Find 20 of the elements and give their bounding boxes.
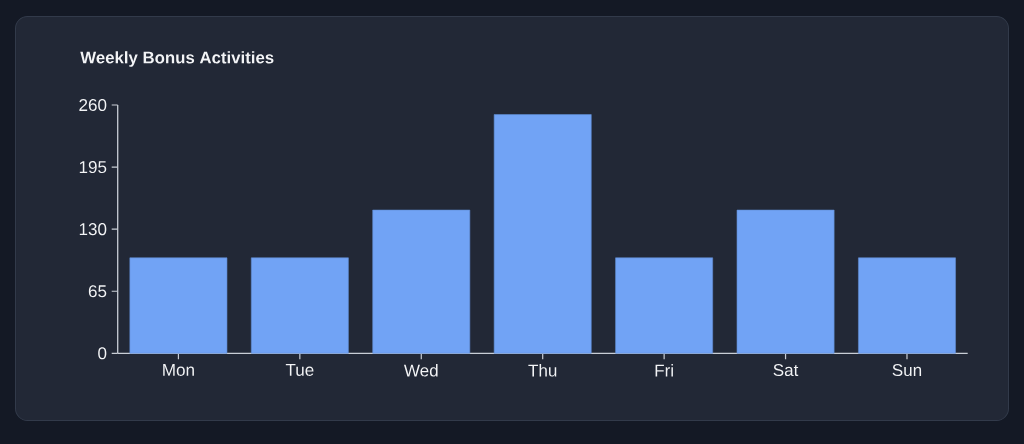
- x-tick-label: Thu: [528, 364, 557, 377]
- chart-title: Weekly Bonus Activities: [80, 51, 274, 67]
- bar: [250, 257, 349, 354]
- y-tick-label: 0: [98, 347, 107, 360]
- y-tick-label: 65: [88, 285, 107, 298]
- x-tick-label: Fri: [655, 364, 673, 377]
- bar: [858, 257, 956, 354]
- bar: [129, 257, 228, 354]
- x-tick-label: Tue: [285, 364, 314, 376]
- bar: [493, 114, 592, 354]
- x-tick-label: Sun: [892, 364, 922, 377]
- x-tick-label: Mon: [163, 364, 194, 376]
- y-tick-label: 260: [79, 98, 107, 112]
- bar: [615, 257, 713, 354]
- x-tick-label: Sat: [773, 364, 799, 377]
- y-tick-label: 195: [79, 161, 107, 174]
- x-tick-label: Wed: [403, 364, 438, 377]
- bar: [736, 209, 835, 354]
- bar: [372, 209, 471, 354]
- y-tick-label: 130: [79, 223, 107, 236]
